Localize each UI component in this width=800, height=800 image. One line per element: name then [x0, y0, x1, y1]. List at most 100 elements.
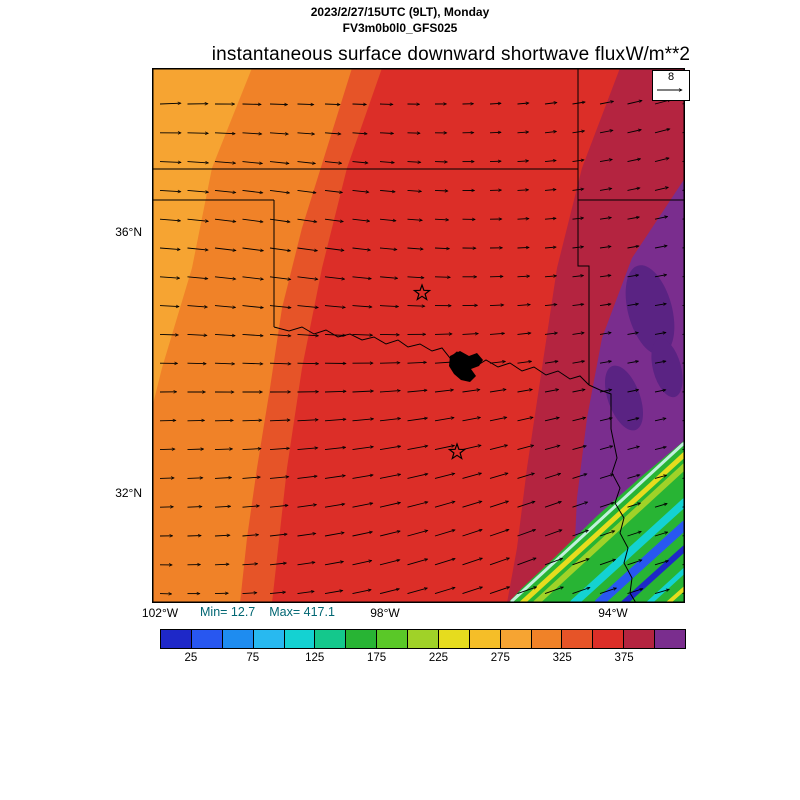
wind-arrow [654, 187, 668, 191]
wind-arrow [324, 305, 345, 308]
wind-arrow [407, 474, 428, 479]
wind-arrow [407, 362, 427, 363]
wind-arrow [627, 333, 639, 335]
wind-arrow [489, 389, 506, 393]
reference-vector-arrow [657, 85, 688, 97]
wind-arrow [379, 418, 401, 422]
wind-arrow [297, 562, 315, 566]
wind-arrow [599, 130, 613, 134]
wind-arrow [407, 190, 422, 191]
wind-arrow [379, 306, 398, 307]
wind-arrow [407, 248, 424, 249]
wind-arrow [214, 478, 232, 479]
reference-vector-box: 8 [652, 70, 690, 101]
units-label: W/m**2 [625, 44, 690, 65]
wind-arrow [187, 478, 203, 479]
wind-arrow [599, 446, 613, 451]
wind-arrow [489, 473, 508, 479]
cloud-yellow-streak [519, 451, 685, 603]
wind-arrow [517, 132, 529, 133]
wind-arrow [324, 562, 343, 566]
wind-arrow [187, 507, 202, 508]
min-max-stats: Min= 12.7 Max= 417.1 [200, 605, 349, 619]
wind-arrow [599, 275, 611, 277]
wind-arrow [654, 532, 668, 537]
page-title: instantaneous surface downward shortwave… [211, 44, 626, 65]
wind-arrow [572, 189, 584, 191]
wind-arrow [242, 305, 264, 308]
datetime-header: 2023/2/27/15UTC (9LT), Monday [310, 5, 490, 19]
wind-arrow [434, 502, 455, 508]
wind-arrow [269, 104, 287, 105]
wind-arrow [352, 391, 374, 392]
cloud-cyan-streak [570, 498, 685, 603]
wind-arrow [517, 219, 529, 220]
wind-arrow [214, 218, 236, 222]
lake-texoma [449, 351, 483, 382]
wind-arrow [297, 104, 314, 105]
map-plot [152, 68, 685, 603]
wind-arrow [544, 502, 561, 508]
wind-arrow [407, 559, 428, 566]
wind-arrow [324, 476, 345, 479]
wind-arrow [627, 361, 639, 364]
colorbar-segment [377, 630, 408, 648]
wind-arrow [407, 277, 424, 278]
wind-arrow [352, 162, 368, 163]
reference-vector-value: 8 [667, 71, 675, 83]
cloud-cyan-streak [646, 567, 685, 603]
wind-arrow [297, 420, 319, 421]
wind-arrow [352, 218, 370, 221]
wind-arrow [379, 446, 401, 451]
wind-arrow [269, 218, 290, 222]
wind-arrow [324, 533, 344, 537]
wind-arrow [214, 276, 236, 279]
wind-arrow [544, 103, 557, 105]
wind-arrow [572, 559, 590, 566]
wind-arrow [187, 363, 207, 364]
city-star-marker [412, 283, 432, 301]
wind-arrow [407, 530, 428, 537]
wind-arrow [352, 247, 371, 250]
wind-arrow [159, 103, 181, 104]
wind-arrow [654, 561, 668, 566]
colorbar-segment [161, 630, 192, 648]
wind-arrow [654, 129, 670, 134]
wind-arrow [214, 535, 230, 536]
wind-arrow [544, 587, 563, 595]
field-band-light-orange [152, 68, 252, 408]
wind-arrow [324, 391, 346, 392]
wind-arrow [407, 390, 428, 393]
lon-tick-98w: 98°W [370, 606, 400, 620]
wind-arrow [297, 476, 318, 479]
wind-arrow [434, 277, 450, 278]
wind-arrow [352, 419, 374, 422]
wind-vector-layer [159, 99, 685, 595]
wind-arrow [627, 418, 639, 422]
wind-arrow [214, 161, 236, 164]
wind-arrow [599, 188, 612, 191]
wind-arrow [517, 558, 537, 566]
wind-arrow [159, 478, 174, 479]
wind-arrow [517, 161, 529, 162]
wind-arrow [517, 305, 531, 306]
wind-arrow [269, 333, 291, 336]
wind-arrow [352, 133, 368, 134]
wind-arrow [269, 161, 289, 164]
wind-arrow [324, 189, 342, 192]
wind-arrow [489, 132, 501, 133]
wind-arrow [214, 506, 231, 507]
wind-arrow [242, 449, 262, 450]
wind-arrow [379, 531, 400, 537]
wind-arrow [297, 247, 318, 251]
wind-arrow [489, 333, 505, 334]
wind-arrow [517, 247, 530, 248]
wind-arrow [159, 190, 181, 191]
colorbar-tick-label: 275 [490, 652, 510, 664]
wind-arrow [269, 477, 289, 479]
colorbar-segment [191, 630, 223, 648]
wind-arrow [599, 531, 615, 537]
wind-arrow [352, 475, 374, 479]
wind-arrow [379, 363, 400, 364]
wind-arrow [159, 306, 179, 307]
